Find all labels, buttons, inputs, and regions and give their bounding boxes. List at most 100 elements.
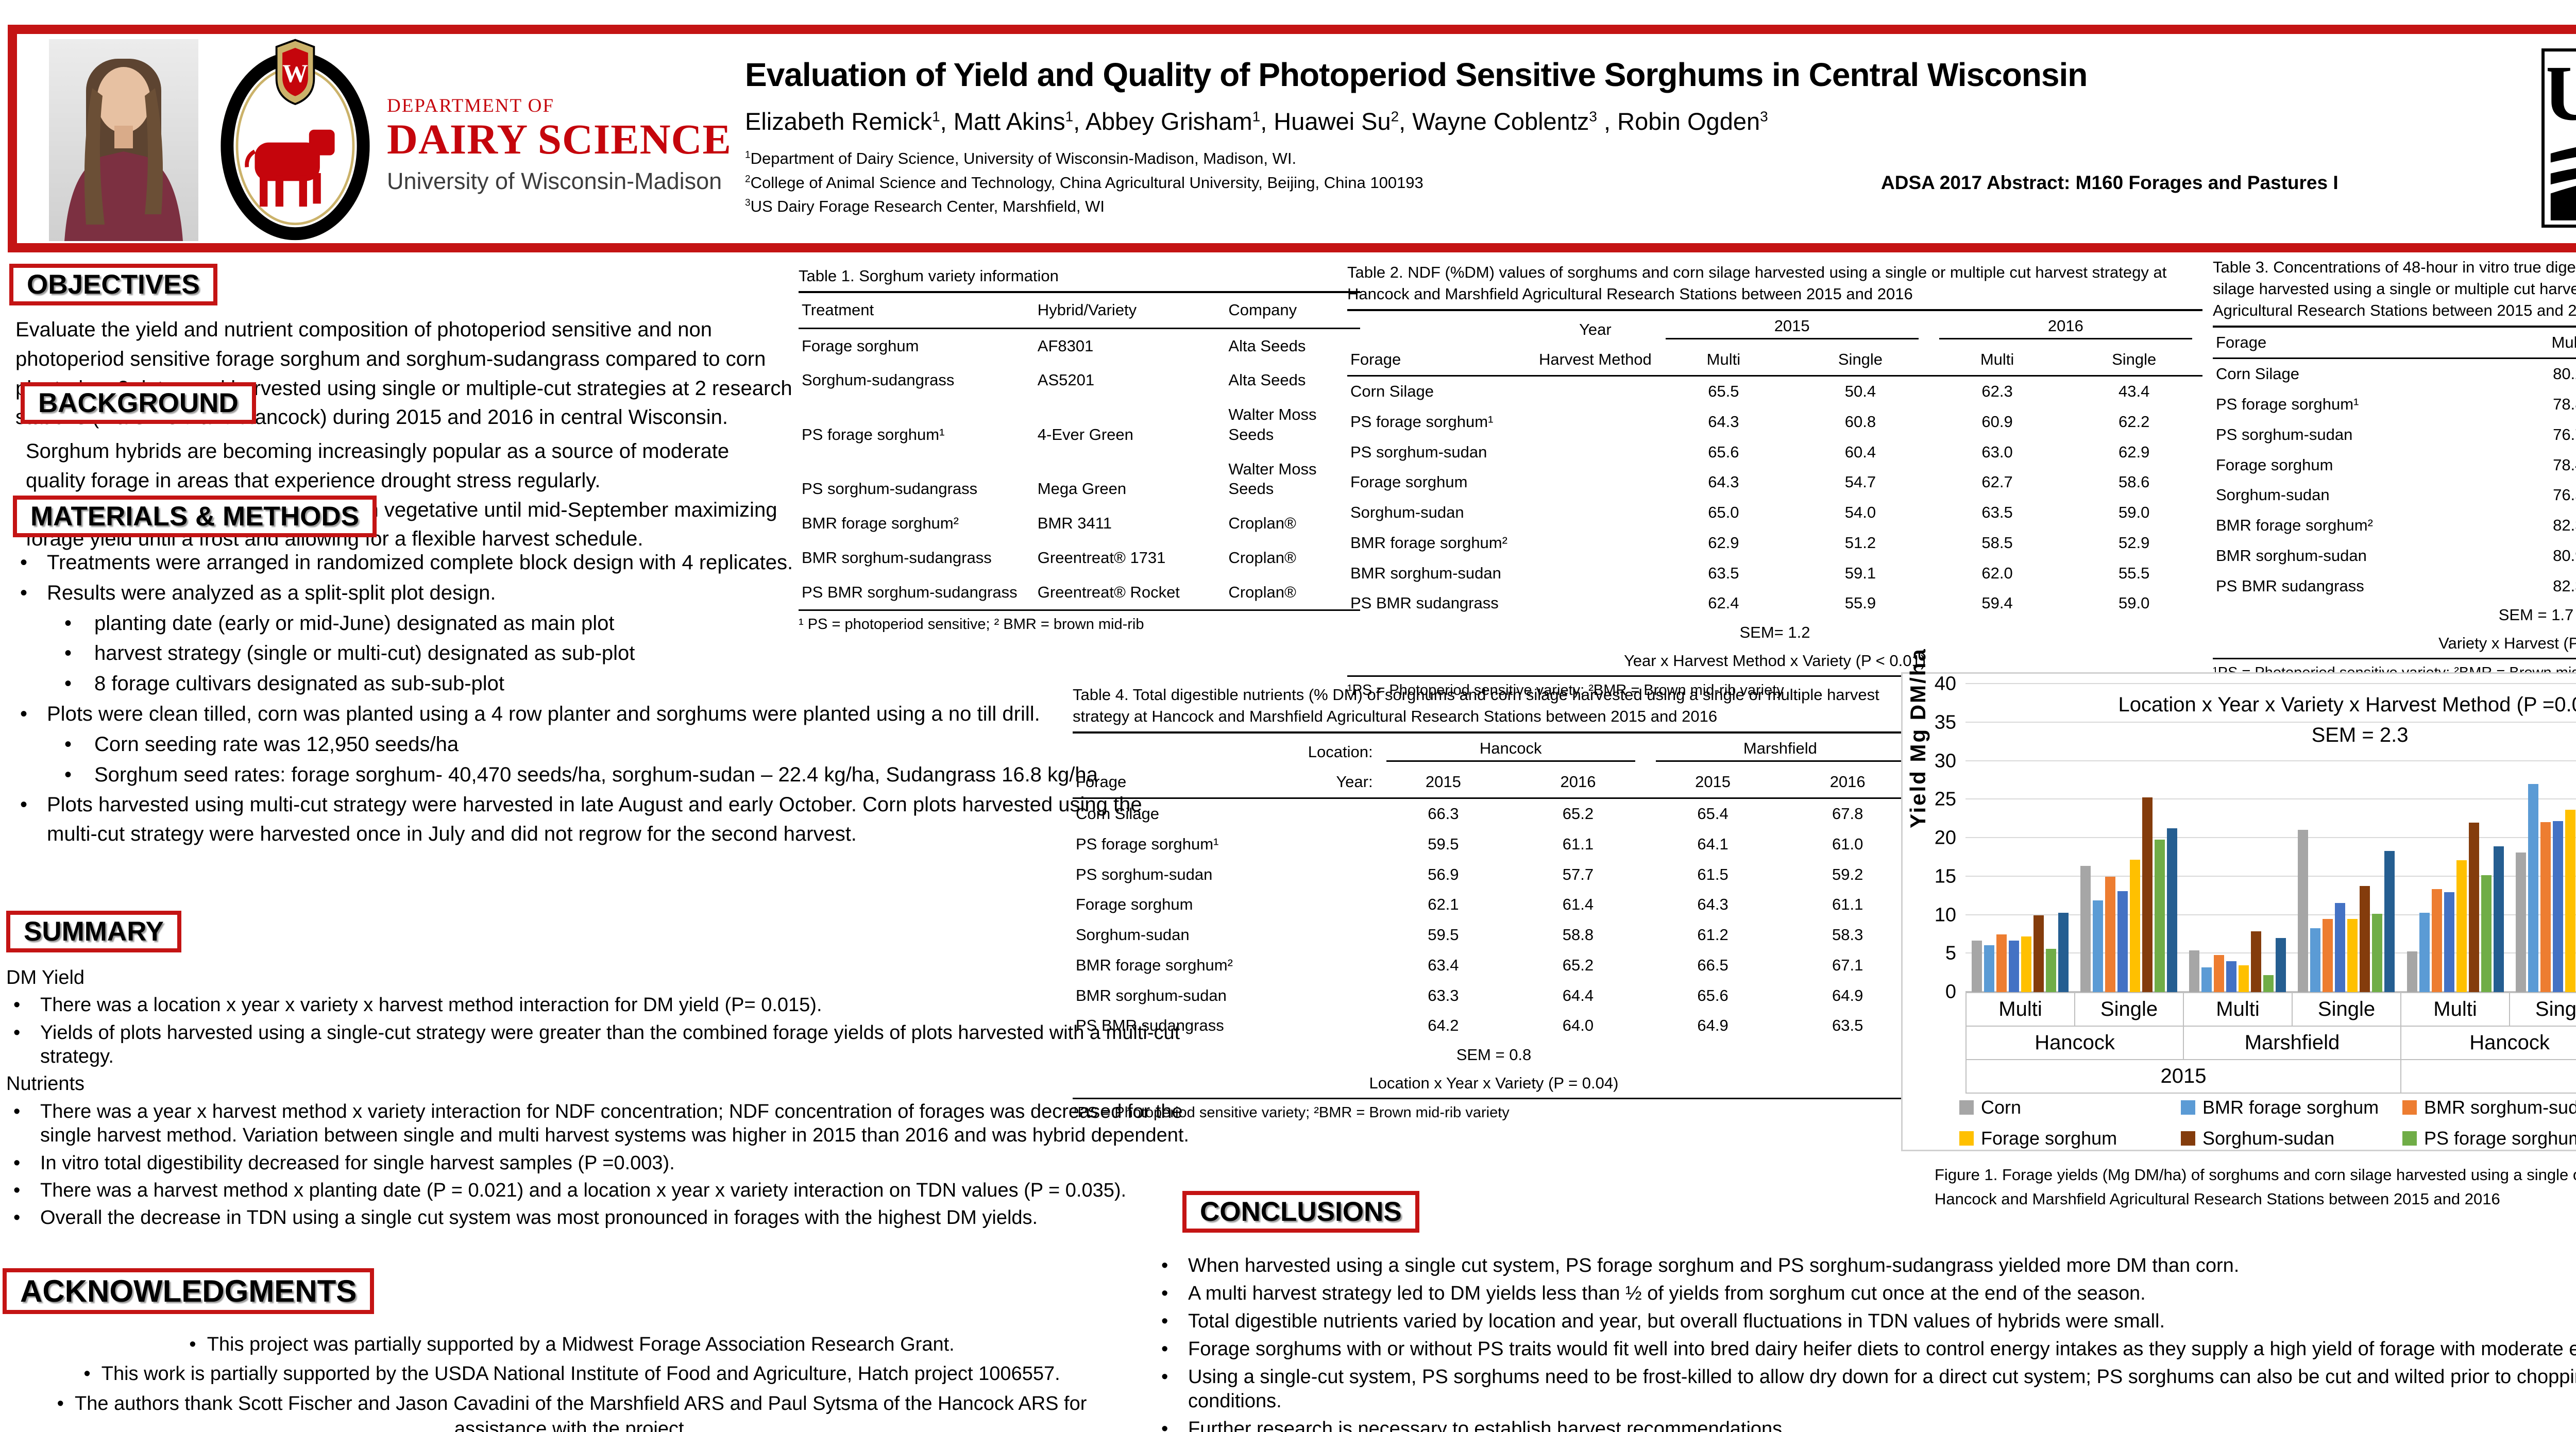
bar <box>2214 955 2225 992</box>
affiliation-line: 2College of Animal Science and Technolog… <box>745 173 1423 192</box>
table-2-harvest-label: Harvest Method <box>1538 350 1652 369</box>
axis-category-label: Hancock <box>1967 1027 2184 1059</box>
table-row: Forage sorghum 64.3 54.7 62.7 58.6 <box>1350 473 2150 491</box>
table-3: Table 3. Concentrations of 48-hour in vi… <box>2213 257 2576 681</box>
table-row: PS sorghum-sudan 65.6 60.4 63.0 62.9 <box>1350 442 2150 461</box>
legend-item: Forage sorghum <box>1959 1128 2181 1149</box>
table-1-col-header: Company <box>1228 300 1297 319</box>
materials-bullet: harvest strategy (single or multi-cut) d… <box>13 639 1180 668</box>
table-row: BMR sorghum-sudangrass Greentreat® 1731 Cr… <box>802 548 1296 567</box>
bar-group <box>2510 684 2576 992</box>
author: , Matt Akins1 <box>940 108 1074 135</box>
axis-category-label: 2015 <box>1967 1060 2401 1093</box>
table-row: Sorghum-sudan 59.5 58.8 61.2 58.3 <box>1076 926 1863 944</box>
bar <box>2080 865 2091 992</box>
bar <box>2481 875 2492 992</box>
bar <box>2154 840 2165 992</box>
summary-bullet: Overall the decrease in TDN using a sing… <box>6 1206 1191 1230</box>
bar <box>2565 809 2575 992</box>
summary-bullet: Nutrients <box>6 1073 85 1095</box>
bar <box>2335 902 2346 992</box>
author: , Wayne Coblentz3 <box>1399 108 1597 135</box>
table-2-subcol: Single <box>2112 350 2157 369</box>
background-paragraph: Sorghum hybrids are becoming increasingl… <box>26 440 730 492</box>
summary-bullet: There was a harvest method x planting da… <box>6 1179 1191 1203</box>
table-1-footnote: ¹ PS = photoperiod sensitive; ² BMR = br… <box>799 616 1144 633</box>
table-2-stat: Year x Harvest Method x Variety (P < 0.0… <box>1623 651 1926 670</box>
table-3-sem: SEM = 1.7 <box>2498 606 2574 624</box>
bar <box>2008 940 2019 992</box>
summary-bullet: DM Yield <box>6 967 85 988</box>
bar <box>2263 975 2274 992</box>
acknowledgment-bullet: The authors thank Scott Fischer and Jaso… <box>21 1391 1123 1432</box>
authors-line: Elizabeth Remick1, Matt Akins1, Abbey Gr… <box>745 107 2522 135</box>
dept-line: DEPARTMENT OF <box>387 95 554 116</box>
bar-group <box>2401 684 2510 992</box>
bar <box>2310 928 2321 992</box>
table-4-year-label: Year: <box>1336 773 1373 791</box>
table-4-subcol: 2015 <box>1425 773 1461 791</box>
legend-label: BMR forage sorghum <box>2202 1097 2379 1118</box>
bar <box>2142 797 2153 992</box>
table-4-forage-label: Forage <box>1076 773 1127 791</box>
table-row: Sorghum-sudangrass AS5201 Alta Seeds <box>802 371 1306 389</box>
header-banner: W DEPARTMENT OF DAIRY SCIENCE University… <box>8 25 2576 252</box>
materials-bullet: Treatments were arranged in randomized c… <box>13 548 1180 577</box>
bar <box>2189 950 2200 992</box>
table-row: BMR forage sorghum² 62.9 51.2 58.5 52.9 <box>1350 533 2150 552</box>
table-row: Corn Silage 65.5 50.4 62.3 43.4 <box>1350 382 2150 401</box>
table-row: PS forage sorghum¹ 59.5 61.1 64.1 61.0 <box>1076 834 1863 853</box>
table-row: BMR forage sorghum² BMR 3411 Croplan® <box>802 514 1296 533</box>
svg-text:USDA: USDA <box>2548 55 2576 137</box>
bar <box>2092 900 2103 992</box>
section-summary: SUMMARY <box>6 911 181 952</box>
axis-category-label: Multi <box>1967 993 2075 1026</box>
summary-bullet: There was a location x year x variety x … <box>6 993 1191 1017</box>
table-4-footnote: ¹PS = Photoperiod sensitive variety; ²BM… <box>1073 1104 1510 1121</box>
bar <box>1996 934 2007 992</box>
author: , Abbey Grisham1 <box>1073 108 1261 135</box>
summary-list: DM Yield There was a location x year x va… <box>6 962 1191 1234</box>
materials-bullet: Results were analyzed as a split-split p… <box>13 578 1180 608</box>
dairy-science-logo-icon: W <box>221 39 370 241</box>
table-row: Forage sorghum 62.1 61.4 64.3 61.1 <box>1076 895 1863 914</box>
legend-swatch-icon <box>2402 1100 2417 1115</box>
materials-heading: MATERIALS & METHODS <box>13 496 377 537</box>
conclusion-bullet: Using a single-cut system, PS sorghums n… <box>1154 1365 2576 1414</box>
bar <box>2431 889 2442 992</box>
bar <box>2239 965 2249 992</box>
table-row: BMR sorghum-sudan 63.5 59.1 62.0 55.5 <box>1350 564 2150 582</box>
bar <box>1971 940 1982 992</box>
table-4-sem: SEM = 0.8 <box>1456 1046 1532 1064</box>
bar <box>2226 961 2237 992</box>
figure-1-chart: Yield Mg DM/ha Location x Year x Variety… <box>1901 647 2576 1151</box>
legend-label: Corn <box>1981 1097 2022 1118</box>
person-silhouette-icon <box>64 59 183 241</box>
table-2: Table 2. NDF (%DM) values of sorghums an… <box>1347 262 2202 699</box>
legend-label: BMR sorghum-sudan <box>2424 1097 2576 1118</box>
table-4-subcol: 2016 <box>1829 773 1866 791</box>
bar <box>2105 876 2115 992</box>
axis-category-label: 2016 <box>2401 1060 2576 1093</box>
bar <box>2033 915 2044 992</box>
table-3-col-header: Multi <box>2551 333 2576 351</box>
conclusion-bullet: Further research is necessary to establi… <box>1154 1417 2576 1432</box>
bar <box>2515 853 2526 992</box>
summary-bullet: Yields of plots harvested using a single… <box>6 1021 1191 1069</box>
bar <box>2384 851 2395 992</box>
table-4-subcol: 2016 <box>1560 773 1596 791</box>
acknowledgment-bullet: This project was partially supported by … <box>21 1332 1123 1357</box>
university-line: University of Wisconsin-Madison <box>387 168 722 195</box>
table-1-col-header: Hybrid/Variety <box>1037 300 1137 319</box>
bar <box>2117 891 2128 992</box>
bar <box>2468 823 2479 992</box>
table-row: PS BMR sudangrass 64.2 64.0 64.9 63.5 <box>1076 1016 1863 1035</box>
table-4-group-hancock: Hancock <box>1386 739 1635 762</box>
table-row: PS BMR sorghum-sudangrass Greentreat® Roc… <box>802 583 1296 601</box>
axis-category-label: Multi <box>2401 993 2510 1026</box>
summary-bullet: There was a year x harvest method x vari… <box>6 1100 1191 1148</box>
axis-category-label: Single <box>2075 993 2184 1026</box>
